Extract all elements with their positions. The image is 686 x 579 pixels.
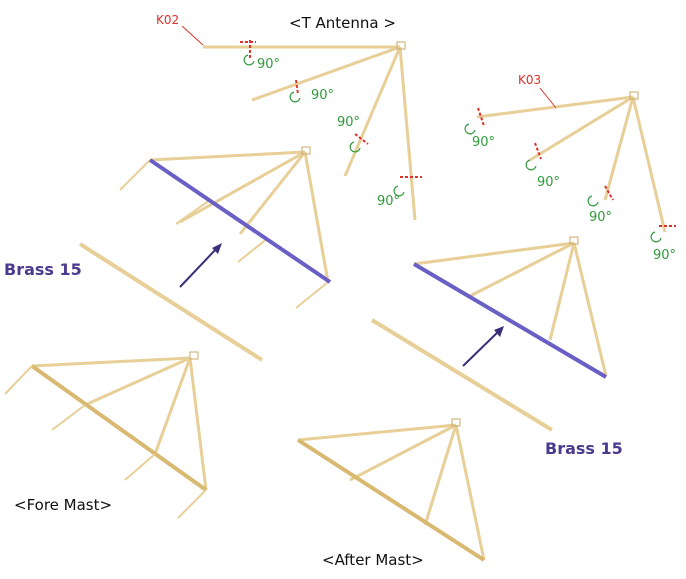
after-mast-assembly xyxy=(296,418,486,562)
part-label-k03: K03 xyxy=(518,73,542,87)
angle-label-a1: 90° xyxy=(257,57,281,72)
angle-label-b4: 90° xyxy=(653,248,677,263)
brass-assembly-right xyxy=(370,236,608,432)
angle-label-a4: 90° xyxy=(377,194,401,209)
fore-mast-assembly xyxy=(4,351,208,519)
caption-fore-mast: <Fore Mast> xyxy=(14,496,113,514)
angle-label-a2: 90° xyxy=(311,88,335,103)
caption-after-mast: <After Mast> xyxy=(322,551,424,569)
material-label-right: Brass 15 xyxy=(545,439,623,458)
angle-label-a3: 90° xyxy=(337,115,361,130)
angle-label-b1: 90° xyxy=(472,135,496,150)
t-antenna-k03 xyxy=(464,87,676,243)
part-label-k02: K02 xyxy=(156,13,180,27)
material-label-left: Brass 15 xyxy=(4,260,82,279)
diagram-title: <T Antenna > xyxy=(289,14,396,32)
brass-assembly-left xyxy=(78,146,332,362)
angle-label-b3: 90° xyxy=(589,210,613,225)
t-antenna-k02 xyxy=(181,25,422,221)
angle-label-b2: 90° xyxy=(537,175,561,190)
